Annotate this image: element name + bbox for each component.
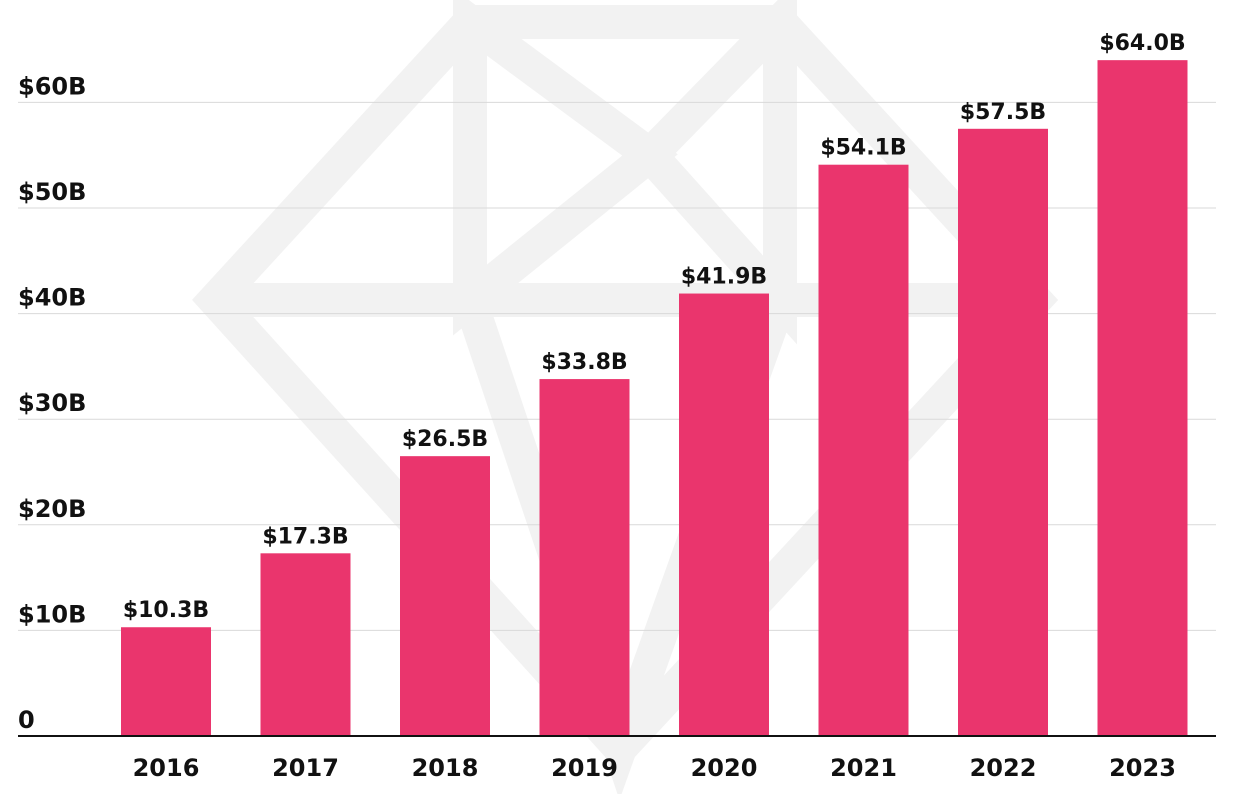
x-tick-label: 2018 (412, 754, 479, 782)
bar-2021 (818, 164, 909, 737)
y-tick-label: $20B (18, 495, 86, 523)
bar-2016 (121, 627, 211, 736)
bar-2018 (400, 456, 490, 736)
y-tick-label: $10B (18, 600, 86, 628)
y-tick-label: $30B (18, 389, 86, 417)
data-label: $64.0B (1099, 31, 1185, 56)
bar-2020 (679, 293, 769, 736)
x-tick-label: 2023 (1109, 754, 1176, 782)
data-label: $41.9B (681, 265, 767, 290)
y-tick-label: $60B (18, 72, 86, 100)
data-label: $17.3B (262, 524, 348, 549)
data-label: $33.8B (541, 350, 627, 375)
bar-2017 (260, 553, 351, 736)
x-tick-label: 2017 (272, 754, 339, 782)
bar-2019 (539, 379, 630, 736)
x-tick-label: 2016 (133, 754, 200, 782)
data-labels: $10.3B $17.3B $26.5B $33.8B $41.9B $54.1B $57.… (123, 31, 1186, 623)
data-label: $26.5B (402, 427, 488, 452)
y-axis: 0 $10B $20B $30B $40B $50B $60B (18, 72, 86, 734)
y-tick-label: 0 (18, 706, 35, 734)
bar-2023 (1097, 60, 1188, 737)
data-label: $54.1B (820, 136, 906, 161)
x-tick-label: 2020 (691, 754, 758, 782)
x-tick-label: 2021 (830, 754, 897, 782)
y-tick-label: $50B (18, 178, 86, 206)
bar-2022 (958, 128, 1048, 737)
data-label: $10.3B (123, 598, 209, 623)
bars (121, 60, 1188, 737)
x-tick-label: 2019 (551, 754, 618, 782)
x-tick-label: 2022 (970, 754, 1037, 782)
y-tick-label: $40B (18, 284, 86, 312)
x-axis: 2016 2017 2018 2019 2020 2021 2022 2023 (133, 754, 1176, 782)
data-label: $57.5B (960, 100, 1046, 125)
